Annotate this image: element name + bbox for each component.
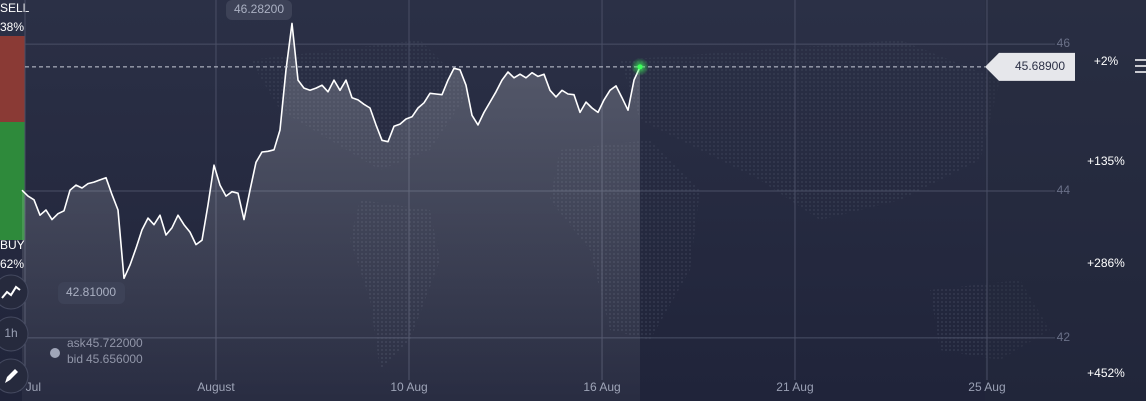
payout-label: +286%	[1087, 256, 1125, 270]
menu-icon	[1135, 59, 1146, 73]
payout-label: +2%	[1094, 54, 1119, 68]
draw-button[interactable]	[0, 358, 29, 394]
y-tick-label: 46	[1057, 36, 1071, 50]
min-label: 42.81000	[66, 285, 116, 299]
price-line	[21, 22, 641, 280]
sell-percent: 38%	[0, 20, 24, 34]
price-badge-label: 45.68900	[1015, 59, 1065, 73]
x-tick-label: 21 Aug	[776, 380, 813, 394]
y-tick-label: 42	[1057, 330, 1071, 344]
area	[22, 23, 641, 401]
buy-percent: 62%	[0, 257, 24, 271]
price-badge	[985, 52, 1075, 81]
sentiment-bar	[0, 36, 25, 240]
x-tick-label: 25 Aug	[968, 380, 1005, 394]
timeframe-label: 1h	[4, 326, 17, 340]
timeframe-button[interactable]: 1h	[0, 316, 29, 352]
sell-label: SELL	[0, 1, 30, 15]
min-label-box	[58, 282, 126, 304]
chart-type-button[interactable]	[0, 274, 29, 310]
max-label: 46.28200	[234, 2, 284, 16]
current-price-dot	[637, 64, 643, 70]
payout-label: +135%	[1087, 154, 1125, 168]
y-tick-label: 44	[1057, 183, 1071, 197]
buy-label: BUY	[0, 238, 25, 252]
payout-label: +452%	[1087, 366, 1125, 380]
max-label-box	[226, 0, 293, 20]
